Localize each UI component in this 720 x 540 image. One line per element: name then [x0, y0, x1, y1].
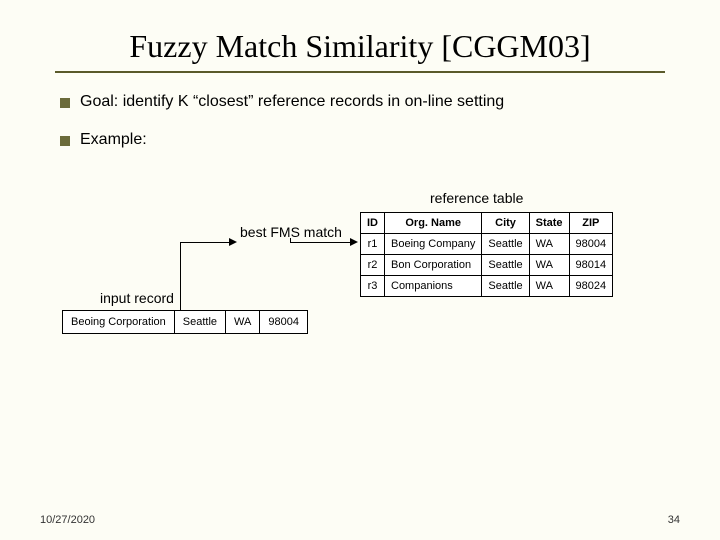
- table-row: r3 Companions Seattle WA 98024: [361, 276, 613, 297]
- input-record-label: input record: [100, 290, 174, 306]
- cell: Seattle: [482, 234, 529, 255]
- reference-table: ID Org. Name City State ZIP r1 Boeing Co…: [360, 212, 613, 297]
- cell: Seattle: [482, 276, 529, 297]
- cell: Seattle: [482, 255, 529, 276]
- cell: Seattle: [174, 311, 225, 334]
- content-area: Goal: identify K “closest” reference rec…: [0, 73, 720, 149]
- col-city: City: [482, 213, 529, 234]
- table-row: r2 Bon Corporation Seattle WA 98014: [361, 255, 613, 276]
- bullet-example: Example:: [60, 131, 670, 149]
- bullet-goal: Goal: identify K “closest” reference rec…: [60, 93, 670, 111]
- cell: Beoing Corporation: [63, 311, 175, 334]
- slide-title: Fuzzy Match Similarity [CGGM03]: [0, 0, 720, 65]
- cell: Companions: [385, 276, 482, 297]
- cell: Bon Corporation: [385, 255, 482, 276]
- arrow-fms-horiz: [290, 242, 352, 243]
- col-zip: ZIP: [569, 213, 613, 234]
- reference-table-label: reference table: [430, 190, 523, 206]
- bullet-goal-text: Goal: identify K “closest” reference rec…: [80, 93, 504, 111]
- col-state: State: [529, 213, 569, 234]
- input-record-table: Beoing Corporation Seattle WA 98004: [62, 310, 308, 334]
- bullet-example-text: Example:: [80, 131, 147, 149]
- cell: WA: [226, 311, 260, 334]
- bullet-icon: [60, 136, 70, 146]
- cell: r2: [361, 255, 385, 276]
- table-row: Beoing Corporation Seattle WA 98004: [63, 311, 308, 334]
- arrow-input-horiz: [180, 242, 235, 243]
- footer-page-number: 34: [668, 514, 680, 526]
- cell: WA: [529, 276, 569, 297]
- cell: Boeing Company: [385, 234, 482, 255]
- cell: WA: [529, 234, 569, 255]
- cell: 98024: [569, 276, 613, 297]
- table-row: r1 Boeing Company Seattle WA 98004: [361, 234, 613, 255]
- col-orgname: Org. Name: [385, 213, 482, 234]
- table-header-row: ID Org. Name City State ZIP: [361, 213, 613, 234]
- footer-date: 10/27/2020: [40, 514, 95, 526]
- arrow-fms-head-icon: [350, 238, 358, 246]
- cell: r3: [361, 276, 385, 297]
- cell: 98014: [569, 255, 613, 276]
- arrow-input-head-icon: [229, 238, 237, 246]
- bullet-icon: [60, 98, 70, 108]
- cell: r1: [361, 234, 385, 255]
- cell: 98004: [569, 234, 613, 255]
- cell: 98004: [260, 311, 308, 334]
- cell: WA: [529, 255, 569, 276]
- arrow-input-vert: [180, 242, 181, 310]
- col-id: ID: [361, 213, 385, 234]
